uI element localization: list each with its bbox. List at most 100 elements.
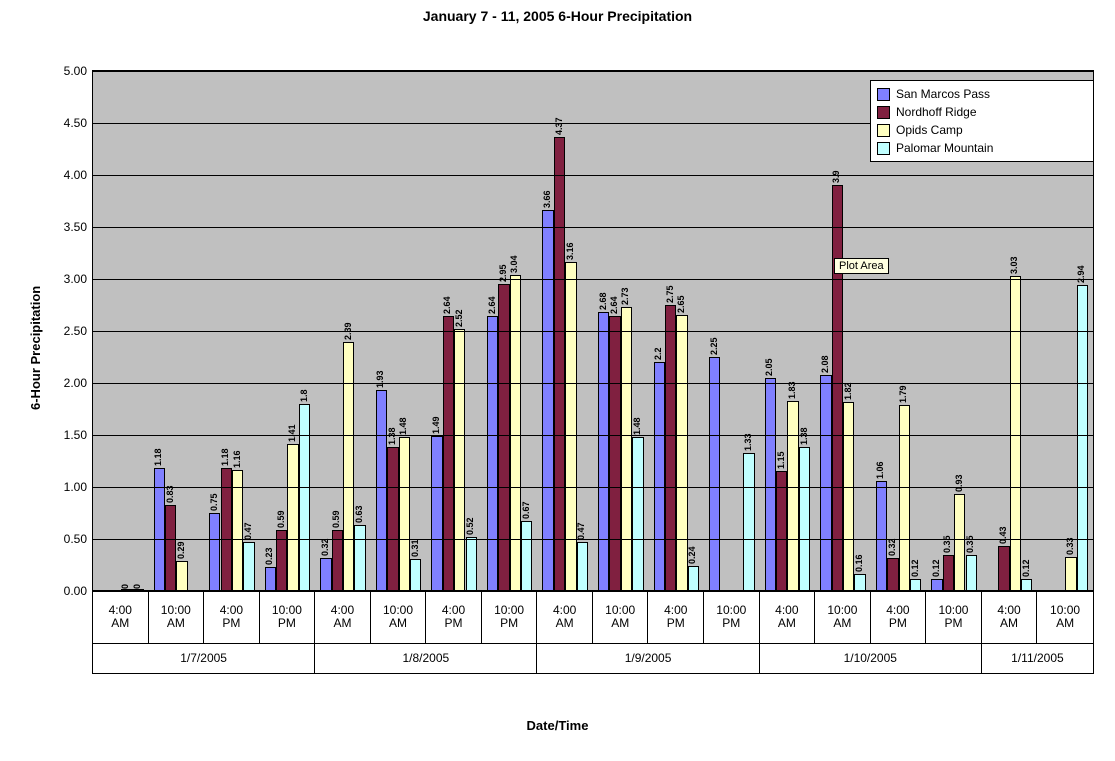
bar[interactable] [621,307,632,591]
bar-value-label: 1.16 [232,451,242,469]
bar[interactable] [609,316,620,591]
bar[interactable] [665,305,676,591]
bar-value-label: 0.31 [410,539,420,557]
bar[interactable] [410,559,421,591]
bar[interactable] [554,137,565,591]
legend-swatch [877,88,890,101]
chart-container: January 7 - 11, 2005 6-Hour Precipitatio… [0,0,1115,761]
gridline [93,279,1093,280]
y-tick-label: 4.50 [64,116,93,130]
bar[interactable] [787,401,798,591]
legend-item[interactable]: San Marcos Pass [877,85,1087,103]
bar[interactable] [521,521,532,591]
x-tick-time: 10:00PM [260,591,316,643]
bar[interactable] [799,447,810,591]
x-tick-time: 4:00PM [648,591,704,643]
bar[interactable] [399,437,410,591]
bar-value-label: 2.64 [487,297,497,315]
bar[interactable] [1065,557,1076,591]
legend-item[interactable]: Opids Camp [877,121,1087,139]
legend-label: Palomar Mountain [896,139,993,157]
bar[interactable] [887,558,898,591]
bar-value-label: 0.24 [687,547,697,565]
bar[interactable] [565,262,576,591]
bar[interactable] [676,315,687,591]
bar[interactable] [431,436,442,591]
gridline [93,487,1093,488]
bar[interactable] [598,312,609,591]
bar-value-label: 0.23 [264,548,274,566]
bar-value-label: 2.73 [620,288,630,306]
bar[interactable] [776,471,787,591]
bar[interactable] [354,525,365,591]
plot-area-tooltip: Plot Area [834,258,889,274]
x-tick-date: 1/7/2005 [93,644,315,673]
bar-value-label: 0.59 [331,510,341,528]
legend-item[interactable]: Nordhoff Ridge [877,103,1087,121]
bar-value-label: 0.43 [998,527,1008,545]
y-tick-label: 2.50 [64,324,93,338]
bar[interactable] [820,375,831,591]
x-tick-date: 1/10/2005 [760,644,982,673]
bar[interactable] [376,390,387,591]
bar-value-label: 0.35 [965,535,975,553]
x-tick-time: 10:00AM [1037,591,1093,643]
bar[interactable] [510,275,521,591]
bar[interactable] [998,546,1009,591]
bar-value-label: 0.52 [465,517,475,535]
bar[interactable] [299,404,310,591]
bar-value-label: 1.38 [387,428,397,446]
bar[interactable] [943,555,954,591]
bar-value-label: 3.16 [565,243,575,261]
x-tick-time: 10:00PM [482,591,538,643]
bar[interactable] [487,316,498,591]
bar[interactable] [265,567,276,591]
gridline [93,539,1093,540]
bar[interactable] [165,505,176,591]
bar[interactable] [854,574,865,591]
legend-item[interactable]: Palomar Mountain [877,139,1087,157]
x-tick-time: 10:00AM [149,591,205,643]
x-category-axis: 4:00AM10:00AM4:00PM10:00PM4:00AM10:00AM4… [92,590,1094,700]
bar[interactable] [443,316,454,591]
bar[interactable] [320,558,331,591]
bar[interactable] [387,447,398,591]
y-tick-label: 0.50 [64,532,93,546]
bar-value-label: 0.32 [320,538,330,556]
bar-value-label: 1.18 [153,449,163,467]
bar[interactable] [542,210,553,591]
bar[interactable] [765,378,776,591]
bar[interactable] [287,444,298,591]
bar[interactable] [632,437,643,591]
bar[interactable] [1010,276,1021,591]
bar-value-label: 3.9 [831,171,841,184]
bar[interactable] [832,185,843,591]
bar-value-label: 0.12 [1021,559,1031,577]
chart-title: January 7 - 11, 2005 6-Hour Precipitatio… [0,8,1115,24]
bar[interactable] [466,537,477,591]
bar[interactable] [577,542,588,591]
bar[interactable] [232,470,243,591]
x-tick-time: 10:00AM [371,591,427,643]
bar[interactable] [243,542,254,591]
bar[interactable] [343,342,354,591]
x-tick-time: 4:00AM [537,591,593,643]
bar[interactable] [843,402,854,591]
bar[interactable] [876,481,887,591]
bar-value-label: 0.16 [854,555,864,573]
bar-value-label: 2.65 [676,296,686,314]
bar[interactable] [709,357,720,591]
bar[interactable] [899,405,910,591]
bar[interactable] [654,362,665,591]
x-tick-time: 4:00AM [315,591,371,643]
bar[interactable] [209,513,220,591]
bar[interactable] [176,561,187,591]
bar[interactable] [688,566,699,591]
x-tick-time: 4:00AM [982,591,1038,643]
bar[interactable] [454,329,465,591]
bar[interactable] [743,453,754,591]
bar[interactable] [966,555,977,591]
legend[interactable]: San Marcos PassNordhoff RidgeOpids CampP… [870,80,1094,162]
bar[interactable] [954,494,965,591]
bar-value-label: 2.68 [598,293,608,311]
